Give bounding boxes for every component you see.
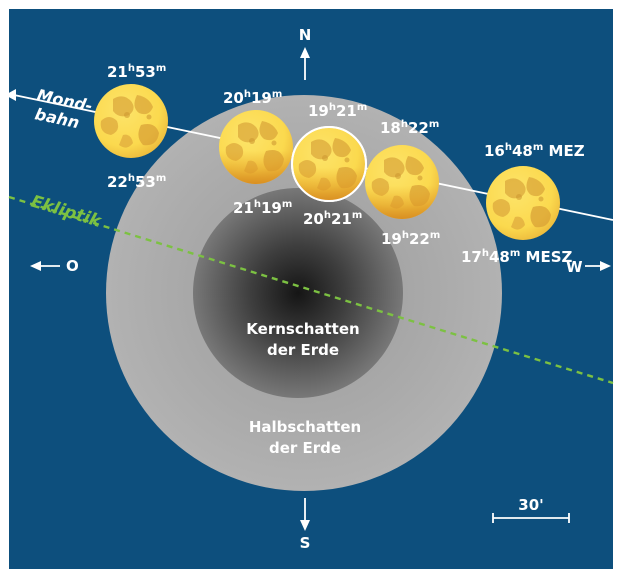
north-label: N — [299, 26, 312, 44]
north-arrow-icon — [300, 47, 310, 58]
scale-bar-label: 30' — [518, 496, 543, 514]
west-label: W — [566, 258, 583, 276]
time-label-2021: 20h21m — [303, 210, 362, 228]
south-label: S — [300, 534, 311, 552]
time-label-2153: 21h53m — [107, 63, 166, 81]
penumbra-label-line1: Halbschatten — [249, 418, 361, 436]
penumbra-label-line2: der Erde — [269, 439, 341, 457]
time-label-1921: 19h21m — [308, 102, 367, 120]
umbra-label-line1: Kernschatten — [246, 320, 359, 338]
moon-position-1 — [94, 84, 168, 158]
moon-position-5 — [486, 166, 560, 240]
moon-position-3 — [291, 126, 367, 202]
time-label-1648-mez: 16h48m MEZ — [484, 142, 585, 160]
time-label-1922: 19h22m — [381, 230, 440, 248]
time-label-2019: 20h19m — [223, 89, 282, 107]
time-label-1748-mesz: 17h48m MESZ — [461, 248, 572, 266]
west-arrow-icon — [600, 261, 611, 271]
time-label-1822: 18h22m — [380, 119, 439, 137]
moon-position-2 — [219, 110, 293, 184]
time-label-2119: 21h19m — [233, 199, 292, 217]
east-label: O — [66, 257, 79, 275]
east-arrow-icon — [30, 261, 41, 271]
umbra-disc — [193, 188, 403, 398]
umbra-label-line2: der Erde — [267, 341, 339, 359]
time-label-2253: 22h53m — [107, 173, 166, 191]
moon-position-4 — [365, 145, 439, 219]
south-arrow-icon — [300, 520, 310, 531]
moon-path-arrowhead — [5, 89, 16, 101]
